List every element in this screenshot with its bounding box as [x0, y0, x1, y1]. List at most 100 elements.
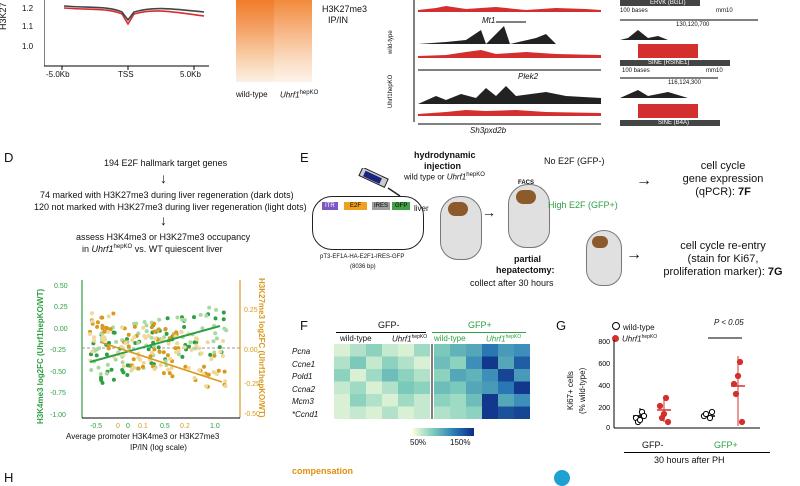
svg-text:0.1: 0.1	[138, 423, 148, 430]
teal-shape	[554, 470, 570, 486]
heatmap-cell	[482, 356, 498, 369]
scatter-point	[111, 330, 116, 335]
plasmid-part: E2F	[344, 202, 368, 210]
heatmap-cell	[450, 369, 466, 382]
heatmap-cell	[382, 381, 398, 394]
scatter-point	[89, 368, 94, 372]
panel-e-letter: E	[300, 150, 309, 165]
ytick: -0.75	[50, 390, 66, 397]
coord-label: 130,120,700	[676, 22, 710, 28]
svg-text:0.2: 0.2	[180, 423, 190, 430]
scatter-point	[92, 335, 97, 340]
scatter-plot: 0.50 0.25 0.00 -0.25 -0.50 -0.75 -1.00 0…	[50, 280, 260, 430]
heatmap-cell	[466, 356, 482, 369]
scatter-point	[165, 316, 170, 321]
outcome-1: cell cycle gene expression (qPCR): 7F	[682, 160, 764, 198]
scatter-point	[156, 345, 161, 350]
svg-text:0.5: 0.5	[160, 423, 170, 430]
heatmap-col-ko	[274, 0, 312, 82]
scatter-point	[140, 364, 145, 369]
xtick: 5.0Kb	[180, 70, 201, 79]
scatter-point	[222, 326, 227, 331]
scatter-point	[149, 325, 154, 330]
scatter-point	[164, 331, 169, 336]
liver-label: liver	[414, 204, 429, 213]
coord-label: 116,124,300	[668, 80, 701, 86]
xtick: TSS	[118, 70, 134, 79]
heatmap-cell	[466, 381, 482, 394]
heatmap-cell	[450, 394, 466, 407]
heatmap-cell	[450, 381, 466, 394]
heatmap-cell	[366, 356, 382, 369]
heatmap-cell	[466, 344, 482, 357]
scatter-point	[194, 343, 199, 348]
heatmap-cell	[450, 356, 466, 369]
scatter-point	[92, 338, 97, 343]
tracks-left	[413, 0, 601, 125]
heatmap-cell	[334, 406, 350, 419]
scatter-point	[152, 347, 157, 352]
scatter-point	[144, 323, 149, 328]
heatmap-cell	[514, 344, 530, 357]
scatter-dots	[88, 305, 229, 389]
scatter-point	[136, 366, 141, 371]
heatmap-cell	[414, 369, 430, 382]
scatter-point	[170, 374, 175, 379]
scatter-point	[136, 340, 141, 345]
heatmap-cell	[514, 381, 530, 394]
scatter-point	[207, 305, 212, 310]
scatter-point	[175, 341, 180, 346]
heatmap-cell	[450, 344, 466, 357]
p-value: P < 0.05	[714, 318, 744, 327]
scatter-point	[189, 347, 194, 352]
heatmap-subtitle: IP/IN	[328, 15, 349, 25]
scatter-point	[153, 336, 158, 341]
heatmap-cell	[350, 356, 366, 369]
wt-curve	[63, 5, 205, 22]
scatter-point	[95, 320, 100, 325]
hydro-line-2: injection	[424, 161, 462, 171]
heatmap-cell	[498, 344, 514, 357]
panel-a-ylabel: H3K27	[0, 2, 8, 30]
d-flow-3: 120 not marked with H3K27me3 during live…	[34, 202, 307, 212]
scatter-point	[200, 326, 205, 331]
arrow-right-icon: →	[636, 172, 652, 189]
orange-regression	[99, 341, 223, 383]
heatmap-cell	[466, 406, 482, 419]
f-gene-labels: Pcna Ccne1 Pold1 Ccna2 Mcm3 *Ccnd1	[292, 346, 318, 421]
scatter-point	[121, 364, 126, 369]
panel-b: H3K27me3 IP/IN wild-type Uhrf1hepKO	[236, 0, 376, 110]
plasmid-size: (8036 bp)	[350, 264, 376, 270]
scatter-point	[218, 349, 223, 354]
ytick: 0.25	[54, 304, 68, 311]
scatter-point	[163, 359, 168, 364]
heatmap-cell	[498, 356, 514, 369]
scatter-point	[141, 360, 146, 365]
heatmap-cell	[382, 356, 398, 369]
heatmap-cell	[350, 394, 366, 407]
scatter-point	[126, 344, 131, 349]
heatmap-cell	[366, 394, 382, 407]
heatmap-cell	[498, 381, 514, 394]
heatmap-cell	[498, 369, 514, 382]
scatter-point	[214, 336, 219, 341]
gene-label: Plek2	[518, 72, 539, 81]
scatter-point	[90, 311, 94, 316]
ki67-plot: 800 600 400 200 0	[598, 337, 760, 432]
scatter-point	[166, 341, 171, 346]
track-label-ko: Uhrf1hepKO	[388, 74, 394, 108]
scatter-point	[106, 329, 111, 334]
scatter-point	[182, 325, 187, 329]
scatter-point	[182, 345, 187, 350]
scatter-point	[192, 340, 197, 345]
ytick: 1.0	[22, 42, 34, 51]
heatmap-cell	[482, 394, 498, 407]
ytick: -0.50	[244, 411, 260, 418]
scatter-point	[221, 339, 225, 343]
scatter-point	[142, 334, 147, 338]
scatter-point	[88, 332, 92, 337]
scatter-point	[182, 318, 187, 322]
x-ticks: -0.5 0 0.5 1.0 0 0.1 0.2	[90, 423, 220, 430]
f-wt-plus: wild-type	[434, 334, 466, 343]
repeat-label: ERVK (BGLI)	[650, 0, 686, 6]
